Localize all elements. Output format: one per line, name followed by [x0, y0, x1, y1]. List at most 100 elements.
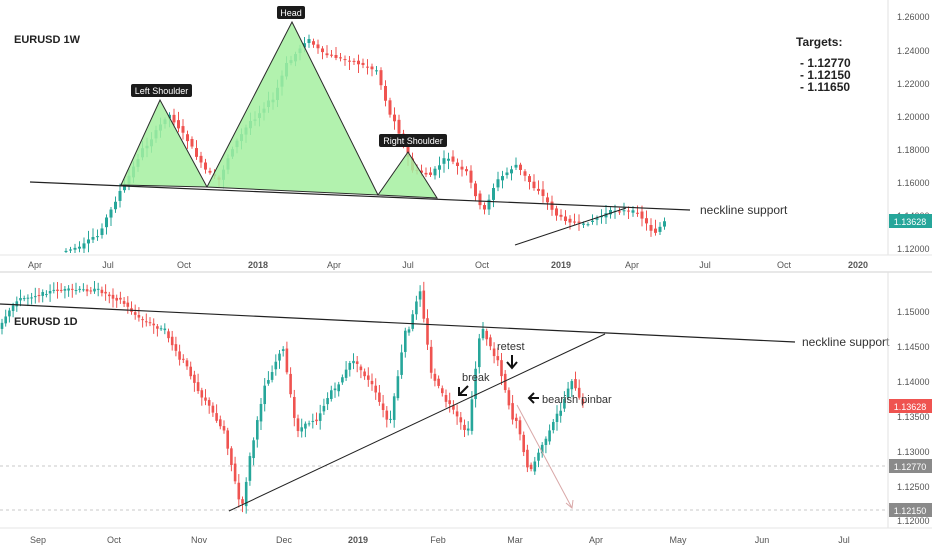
daily-candle [359, 364, 363, 379]
weekly-candle [96, 229, 99, 241]
weekly-candle [559, 209, 563, 221]
daily-candle [19, 289, 22, 307]
weekly-candle [442, 150, 446, 173]
daily-candle [4, 309, 7, 327]
daily-candle [544, 436, 548, 454]
daily-candle [252, 437, 255, 466]
daily-time-axis[interactable]: Sep Oct Nov Dec 2019 Feb Mar Apr May Jun Jul [0, 527, 932, 545]
left-shoulder-triangle[interactable] [120, 98, 208, 188]
daily-neckline-label: neckline support [802, 335, 890, 349]
weekly-candle [64, 248, 68, 253]
head-and-shoulders-pattern[interactable] [120, 20, 438, 199]
weekly-time-tick: Apr [625, 260, 639, 270]
weekly-candle [375, 65, 378, 75]
daily-candle [548, 424, 551, 445]
retest-label: retest [497, 341, 525, 353]
weekly-candle [316, 39, 320, 54]
daily-candle [85, 284, 89, 297]
daily-candle [74, 282, 78, 295]
daily-candle [355, 355, 359, 373]
daily-candle [444, 389, 448, 408]
daily-candle [429, 339, 433, 379]
daily-candle [552, 418, 555, 434]
daily-candle [178, 344, 181, 366]
weekly-candle [330, 49, 333, 58]
weekly-candle [618, 207, 621, 215]
daily-candle [256, 416, 259, 448]
weekly-candle [438, 156, 441, 178]
daily-candle [34, 287, 37, 304]
daily-candle [126, 296, 130, 314]
daily-candle [304, 421, 307, 438]
right-shoulder-triangle[interactable] [377, 151, 438, 199]
daily-candle [37, 287, 41, 303]
targets-box: Targets: - 1.12770 - 1.12150 - 1.11650 [796, 35, 851, 94]
daily-candle [185, 358, 189, 370]
daily-candle [455, 404, 459, 425]
daily-candle [300, 418, 303, 438]
daily-candle [148, 317, 152, 327]
daily-panel[interactable]: neckline support retest break bearish pi… [0, 272, 932, 545]
daily-candle [352, 353, 355, 370]
daily-candle [122, 297, 126, 308]
daily-candle [267, 371, 270, 386]
projection-arrow[interactable] [516, 404, 574, 509]
svg-text:Left Shoulder: Left Shoulder [135, 86, 189, 96]
daily-candle [404, 327, 407, 358]
weekly-time-axis[interactable]: Apr Jul Oct 2018 Apr Jul Oct 2019 Apr Jul Oct 2020 [0, 254, 932, 270]
daily-candle [385, 406, 389, 428]
daily-candle [170, 330, 174, 351]
weekly-candle [550, 195, 554, 216]
weekly-candle [447, 152, 450, 170]
weekly-time-tick: Jul [102, 260, 114, 270]
weekly-candle [190, 136, 194, 149]
daily-candle [226, 427, 229, 456]
head-triangle[interactable] [206, 20, 379, 196]
svg-text:Head: Head [280, 8, 302, 18]
weekly-candle [172, 108, 176, 128]
daily-price-axis[interactable]: 1.15000 1.14500 1.14000 1.13500 1.13000 1.125… [887, 272, 932, 528]
daily-candle [8, 307, 11, 323]
weekly-candle [456, 158, 459, 175]
daily-candle [156, 324, 159, 337]
weekly-price-tick: 1.22000 [897, 79, 930, 89]
daily-candle [481, 322, 485, 341]
target-3: - 1.11650 [800, 80, 850, 94]
daily-candle [529, 462, 533, 472]
svg-text:1.12150: 1.12150 [894, 506, 927, 516]
daily-candle [370, 373, 374, 391]
weekly-candle [312, 38, 315, 48]
daily-candle [400, 344, 403, 379]
daily-ascending-trendline[interactable] [228, 333, 606, 512]
daily-target-tag-2: 1.12150 [889, 503, 932, 517]
daily-price-tick: 1.15000 [897, 307, 930, 317]
weekly-candle [105, 214, 108, 235]
daily-candle [577, 379, 581, 400]
daily-candle [526, 444, 529, 473]
daily-candle [489, 334, 492, 351]
weekly-candle [663, 217, 666, 230]
weekly-rising-trendline[interactable] [514, 207, 627, 246]
weekly-panel[interactable]: neckline support Left Shoulder Head Righ… [0, 0, 932, 270]
weekly-price-tick: 1.24000 [897, 46, 930, 56]
daily-candle [141, 316, 144, 328]
daily-neckline[interactable] [0, 303, 796, 343]
daily-time-tick: Nov [191, 535, 208, 545]
weekly-candle [654, 219, 657, 236]
daily-candle [459, 412, 463, 430]
weekly-candle [501, 170, 504, 189]
weekly-candle [388, 97, 392, 118]
weekly-price-axis[interactable]: 1.26000 1.24000 1.22000 1.20000 1.18000 1.160… [887, 0, 932, 255]
daily-candle [263, 378, 266, 412]
weekly-time-tick: Oct [475, 260, 490, 270]
daily-time-tick: Jun [755, 535, 770, 545]
label-left-shoulder: Left Shoulder [131, 84, 192, 97]
weekly-candle [366, 59, 369, 75]
daily-candle [392, 393, 396, 428]
weekly-time-tick: Apr [28, 260, 42, 270]
weekly-neckline[interactable] [29, 181, 691, 211]
daily-candle [219, 415, 222, 430]
weekly-candle [114, 196, 117, 213]
daily-candle [437, 375, 440, 389]
daily-target-tag-1: 1.12770 [889, 459, 932, 473]
